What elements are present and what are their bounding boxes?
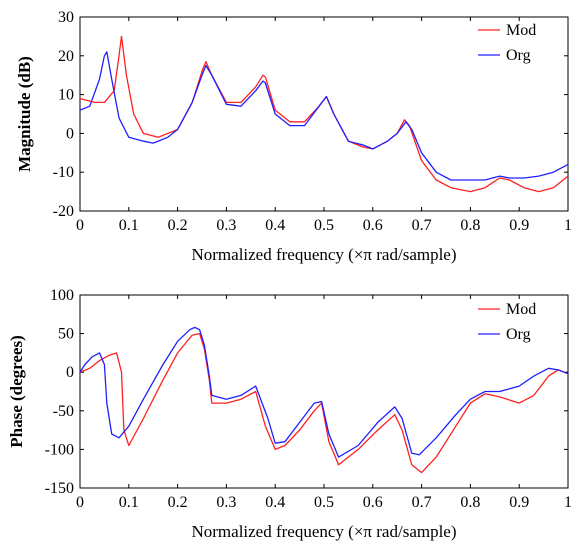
x-tick-label: 0.8: [460, 494, 480, 511]
chart-panel-1: 0 0.1 0.2 0.3 0.4 0.5 0.6 0.7 0.8 0.9 1 -20 -10 0 10 20…: [15, 9, 572, 264]
x-axis-label: Normalized frequency (×π rad/sample): [191, 522, 456, 541]
x-tick-label: 1: [564, 494, 572, 511]
x-tick-label: 0.3: [216, 494, 236, 511]
x-tick-label: 0.1: [119, 494, 139, 511]
legend-label-mod: Mod: [506, 22, 536, 39]
x-tick-label: 0.9: [509, 494, 529, 511]
chart-panel-2: 0 0.1 0.2 0.3 0.4 0.5 0.6 0.7 0.8 0.9 1 -150 -100 -50…: [7, 287, 572, 541]
charts: 0 0.1 0.2 0.3 0.4 0.5 0.6 0.7 0.8 0.9 1-20-1001020…: [7, 9, 572, 541]
series-line-org: [79, 326, 569, 458]
legend-label-org: Org: [506, 47, 531, 64]
x-tick-label: 0.7: [412, 217, 432, 234]
y-tick-label: 0: [66, 364, 74, 381]
y-tick-label: -10: [53, 164, 74, 181]
x-tick-label: 0.1: [119, 217, 139, 234]
y-tick-label: 20: [58, 48, 74, 65]
y-tick-label: 30: [58, 9, 74, 26]
x-tick-label: 0: [76, 217, 84, 234]
x-tick-label: 0.5: [314, 494, 334, 511]
legend: Mod Org: [478, 301, 536, 343]
legend-label-org: Org: [506, 326, 531, 343]
x-tick-label: 1: [564, 217, 572, 234]
x-tick-label: 0: [76, 494, 84, 511]
series-line-mod: [79, 332, 569, 474]
x-tick-label: 0.6: [363, 217, 383, 234]
y-tick-label: 50: [58, 326, 74, 343]
x-tick-label: 0.2: [168, 494, 188, 511]
y-tick-label: -100: [45, 441, 74, 458]
y-axis-label: Magnitude (dB): [15, 56, 34, 172]
y-tick-label: -150: [45, 480, 74, 497]
legend-label-mod: Mod: [506, 301, 536, 318]
x-tick-label: 0.3: [216, 217, 236, 234]
x-tick-label: 0.2: [168, 217, 188, 234]
x-tick-label: 0.8: [460, 217, 480, 234]
y-tick-label: -50: [53, 403, 74, 420]
x-tick-label: 0.9: [509, 217, 529, 234]
legend: Mod Org: [478, 22, 536, 64]
series-line-org: [79, 51, 569, 181]
x-tick-label: 0.6: [363, 494, 383, 511]
x-tick-label: 0.5: [314, 217, 334, 234]
x-axis-label: Normalized frequency (×π rad/sample): [191, 245, 456, 264]
y-axis-label: Phase (degrees): [7, 335, 26, 448]
series-line-mod: [79, 35, 569, 193]
y-tick-label: 10: [58, 87, 74, 104]
y-tick-label: 0: [66, 125, 74, 142]
x-tick-label: 0.7: [412, 494, 432, 511]
x-tick-label: 0.4: [265, 217, 285, 234]
x-tick-label: 0.4: [265, 494, 285, 511]
y-tick-label: 100: [50, 287, 74, 304]
y-tick-label: -20: [53, 203, 74, 220]
